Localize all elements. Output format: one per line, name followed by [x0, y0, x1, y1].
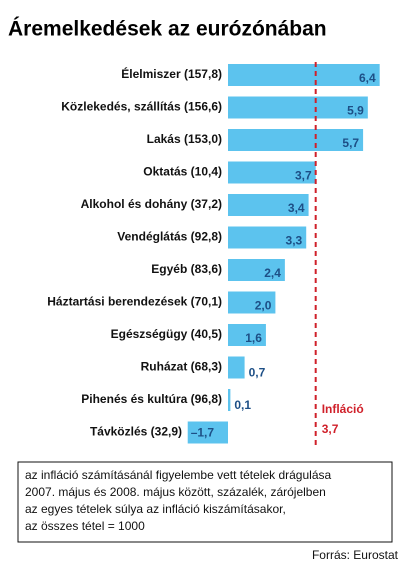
bar	[228, 356, 245, 379]
value-label: 6,4	[359, 71, 376, 85]
category-label: Egészségügy (40,5)	[111, 327, 222, 341]
note-box	[17, 461, 393, 543]
category-label: Pihenés és kultúra (96,8)	[81, 392, 222, 406]
note-line: az egyes tételek súlya az infláció kiszá…	[25, 502, 286, 516]
source: Forrás: Eurostat	[312, 548, 399, 562]
bar	[228, 96, 368, 119]
bar	[228, 226, 307, 249]
bar	[228, 161, 316, 184]
note-line: 2007. május és 2008. május között, száza…	[25, 485, 326, 499]
value-label: 2,0	[255, 299, 272, 313]
value-label: 5,9	[347, 104, 364, 118]
reference-value: 3,7	[322, 422, 339, 436]
category-label: Élelmiszer (157,8)	[121, 66, 222, 81]
category-label: Háztartási berendezések (70,1)	[47, 295, 222, 309]
category-label: Lakás (153,0)	[147, 132, 222, 146]
bar	[228, 129, 364, 151]
value-label: 1,6	[245, 331, 262, 345]
bar	[228, 324, 266, 346]
bar	[228, 64, 380, 86]
category-label: Közlekedés, szállítás (156,6)	[61, 100, 222, 114]
bar	[228, 291, 276, 314]
value-label: 0,1	[234, 398, 251, 412]
chart-title: Áremelkedések az eurózónában	[8, 18, 327, 41]
value-label: 3,4	[288, 201, 305, 215]
value-label: 0,7	[249, 366, 266, 380]
category-label: Oktatás (10,4)	[143, 165, 222, 179]
bar	[228, 194, 309, 216]
bar	[228, 389, 231, 411]
value-label: 5,7	[342, 136, 359, 150]
value-label: 3,7	[295, 169, 312, 183]
value-label: –1,7	[191, 426, 215, 440]
category-label: Távközlés (32,9)	[90, 425, 182, 439]
category-label: Vendéglátás (92,8)	[117, 230, 222, 244]
category-label: Ruházat (68,3)	[141, 360, 222, 374]
note-line: az infláció számításánál figyelembe vett…	[25, 468, 331, 482]
category-label: Alkohol és dohány (37,2)	[81, 197, 222, 211]
reference-label: Infláció	[322, 402, 364, 416]
value-label: 3,3	[286, 234, 303, 248]
note-line: az összes tétel = 1000	[25, 519, 145, 533]
bar	[187, 421, 228, 444]
category-label: Egyéb (83,6)	[151, 262, 222, 276]
value-label: 2,4	[264, 266, 281, 280]
bar	[228, 259, 285, 281]
